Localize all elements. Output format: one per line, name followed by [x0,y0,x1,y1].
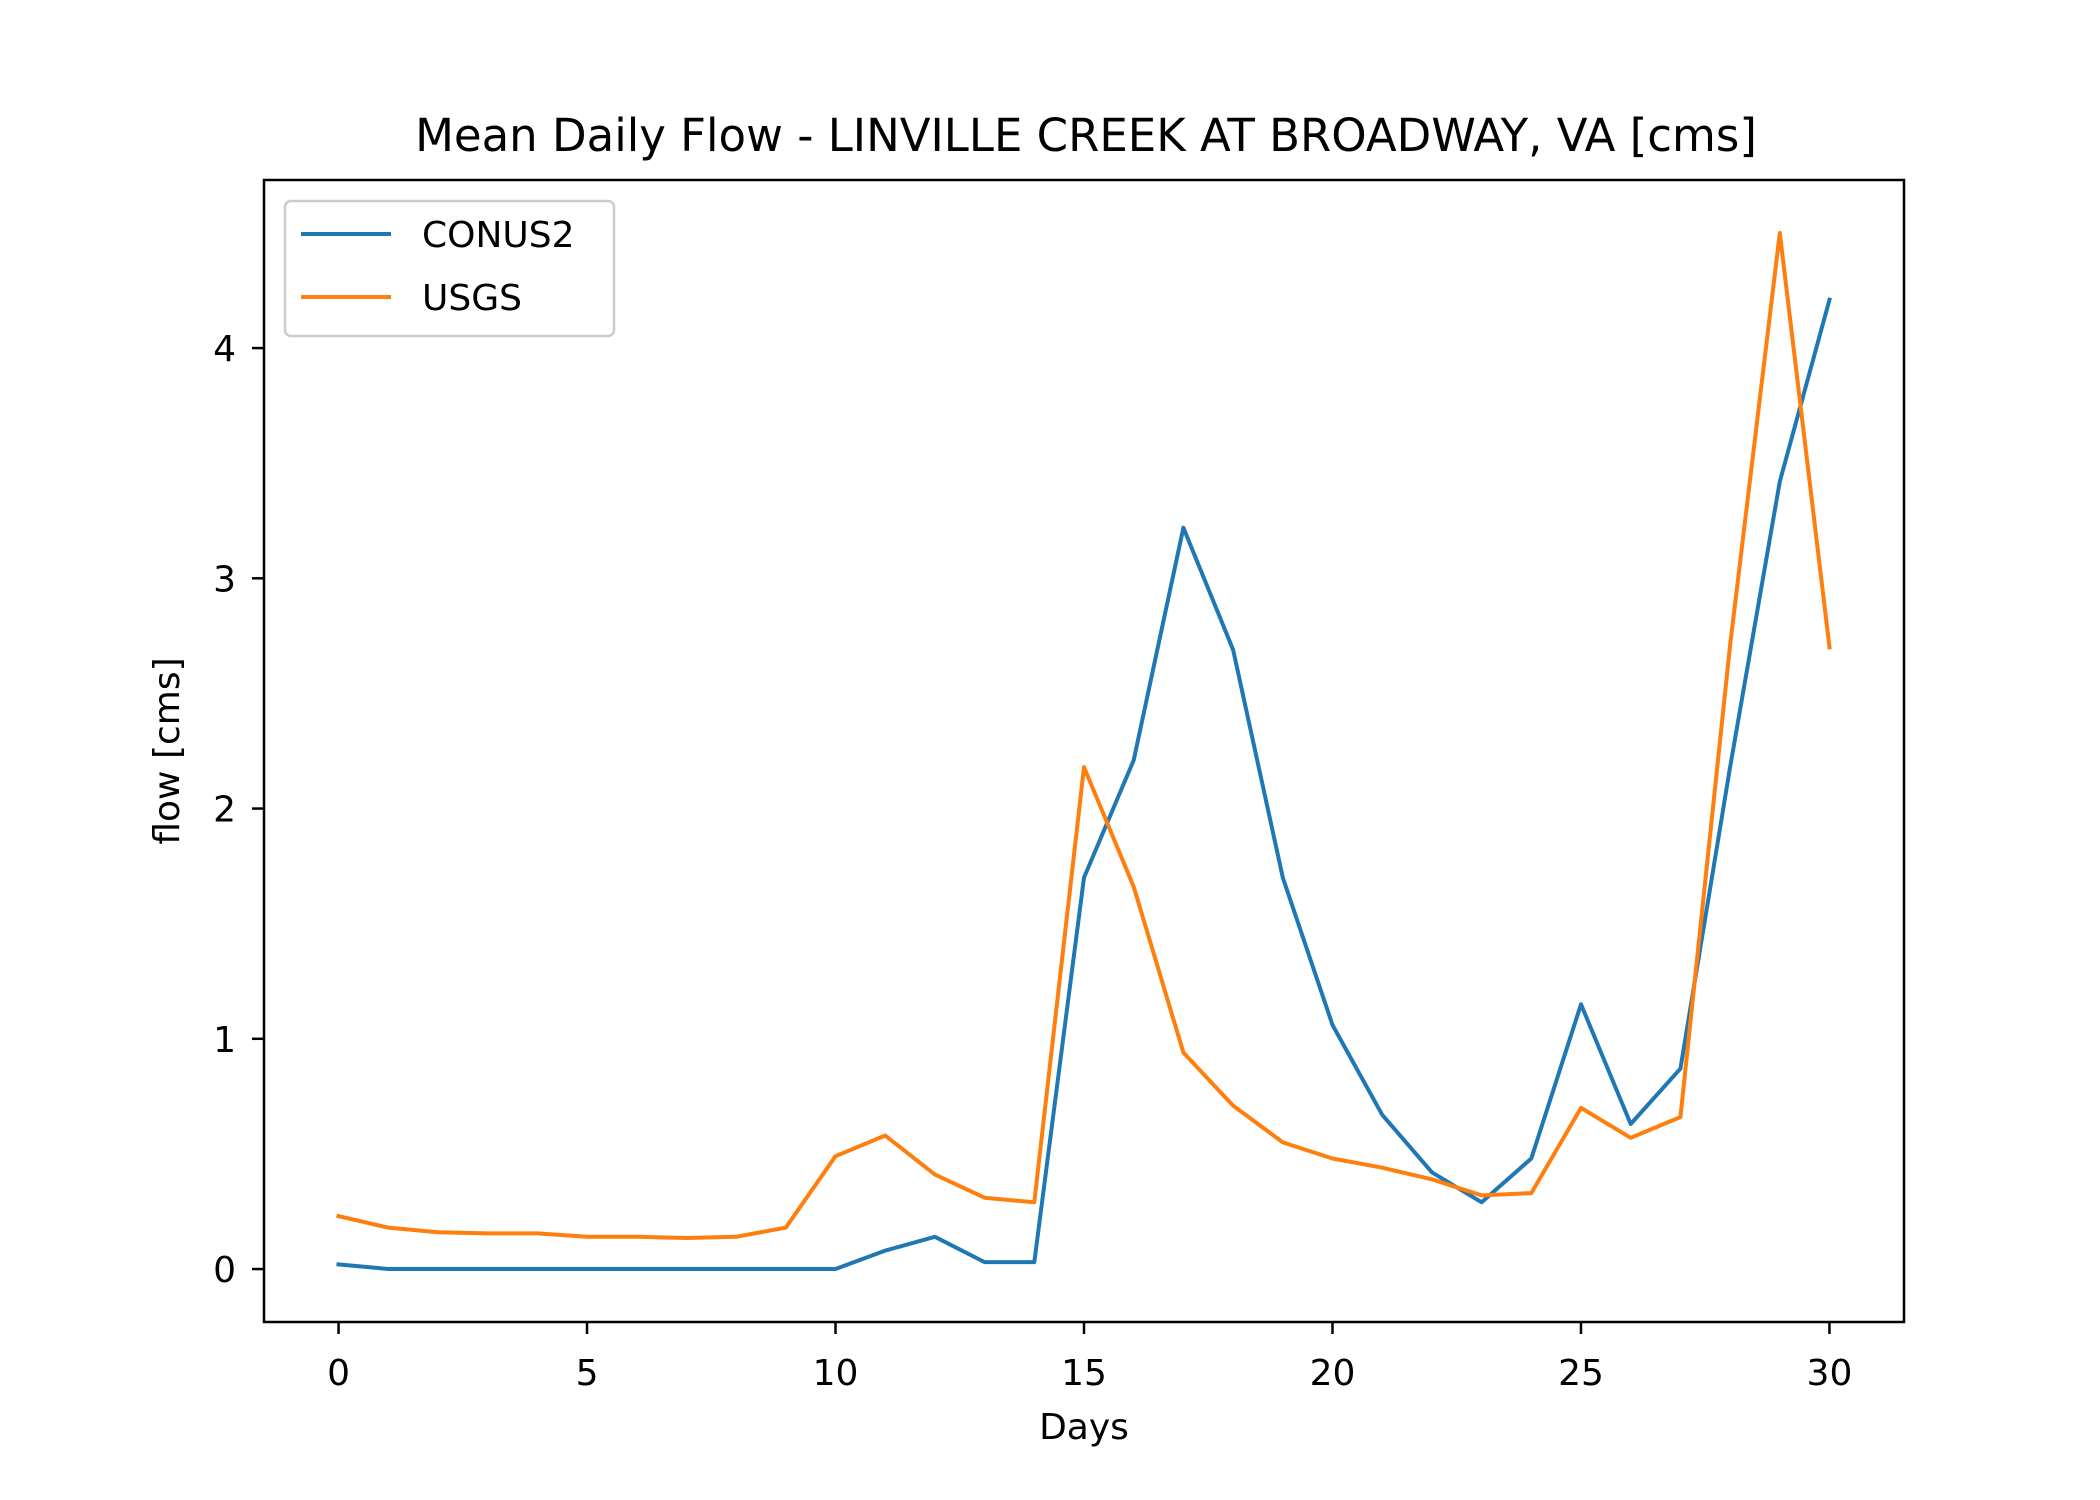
x-axis-label: Days [1039,1407,1129,1448]
x-tick-label: 0 [327,1353,350,1394]
y-axis-ticks: 0 1 2 3 4 [213,329,264,1291]
x-tick-label: 25 [1558,1353,1604,1394]
legend-label-usgs: USGS [422,278,522,319]
x-tick-label: 10 [813,1353,859,1394]
y-tick-label: 4 [213,329,236,370]
y-axis-label: flow [cms] [147,657,188,844]
x-axis-ticks: 0 5 10 15 20 25 30 [327,1322,1852,1394]
series-line-usgs [336,231,1832,1240]
y-tick-label: 1 [213,1020,236,1061]
series-line-conus2 [336,297,1832,1271]
x-tick-label: 5 [576,1353,599,1394]
chart-title: Mean Daily Flow - LINVILLE CREEK AT BROA… [415,109,1757,162]
y-tick-label: 3 [213,559,236,600]
series-layer [336,231,1832,1271]
x-tick-label: 30 [1807,1353,1853,1394]
x-tick-label: 20 [1310,1353,1356,1394]
legend-label-conus2: CONUS2 [422,215,575,256]
y-tick-label: 0 [213,1250,236,1291]
x-tick-label: 15 [1061,1353,1107,1394]
y-tick-label: 2 [213,790,236,831]
legend: CONUS2 USGS [283,199,616,338]
